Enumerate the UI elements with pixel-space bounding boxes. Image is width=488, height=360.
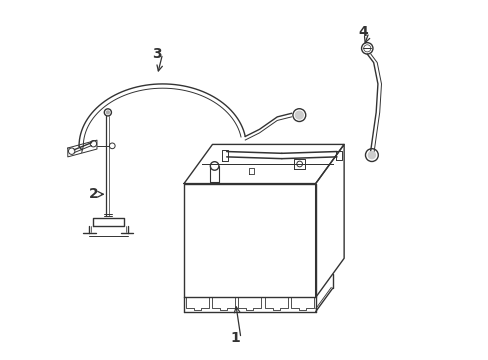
Text: 3: 3	[152, 47, 162, 61]
Circle shape	[105, 110, 110, 114]
Text: 2: 2	[88, 187, 98, 201]
Circle shape	[294, 111, 304, 120]
Text: 1: 1	[230, 331, 240, 345]
Text: 4: 4	[358, 25, 368, 39]
Circle shape	[367, 151, 375, 159]
